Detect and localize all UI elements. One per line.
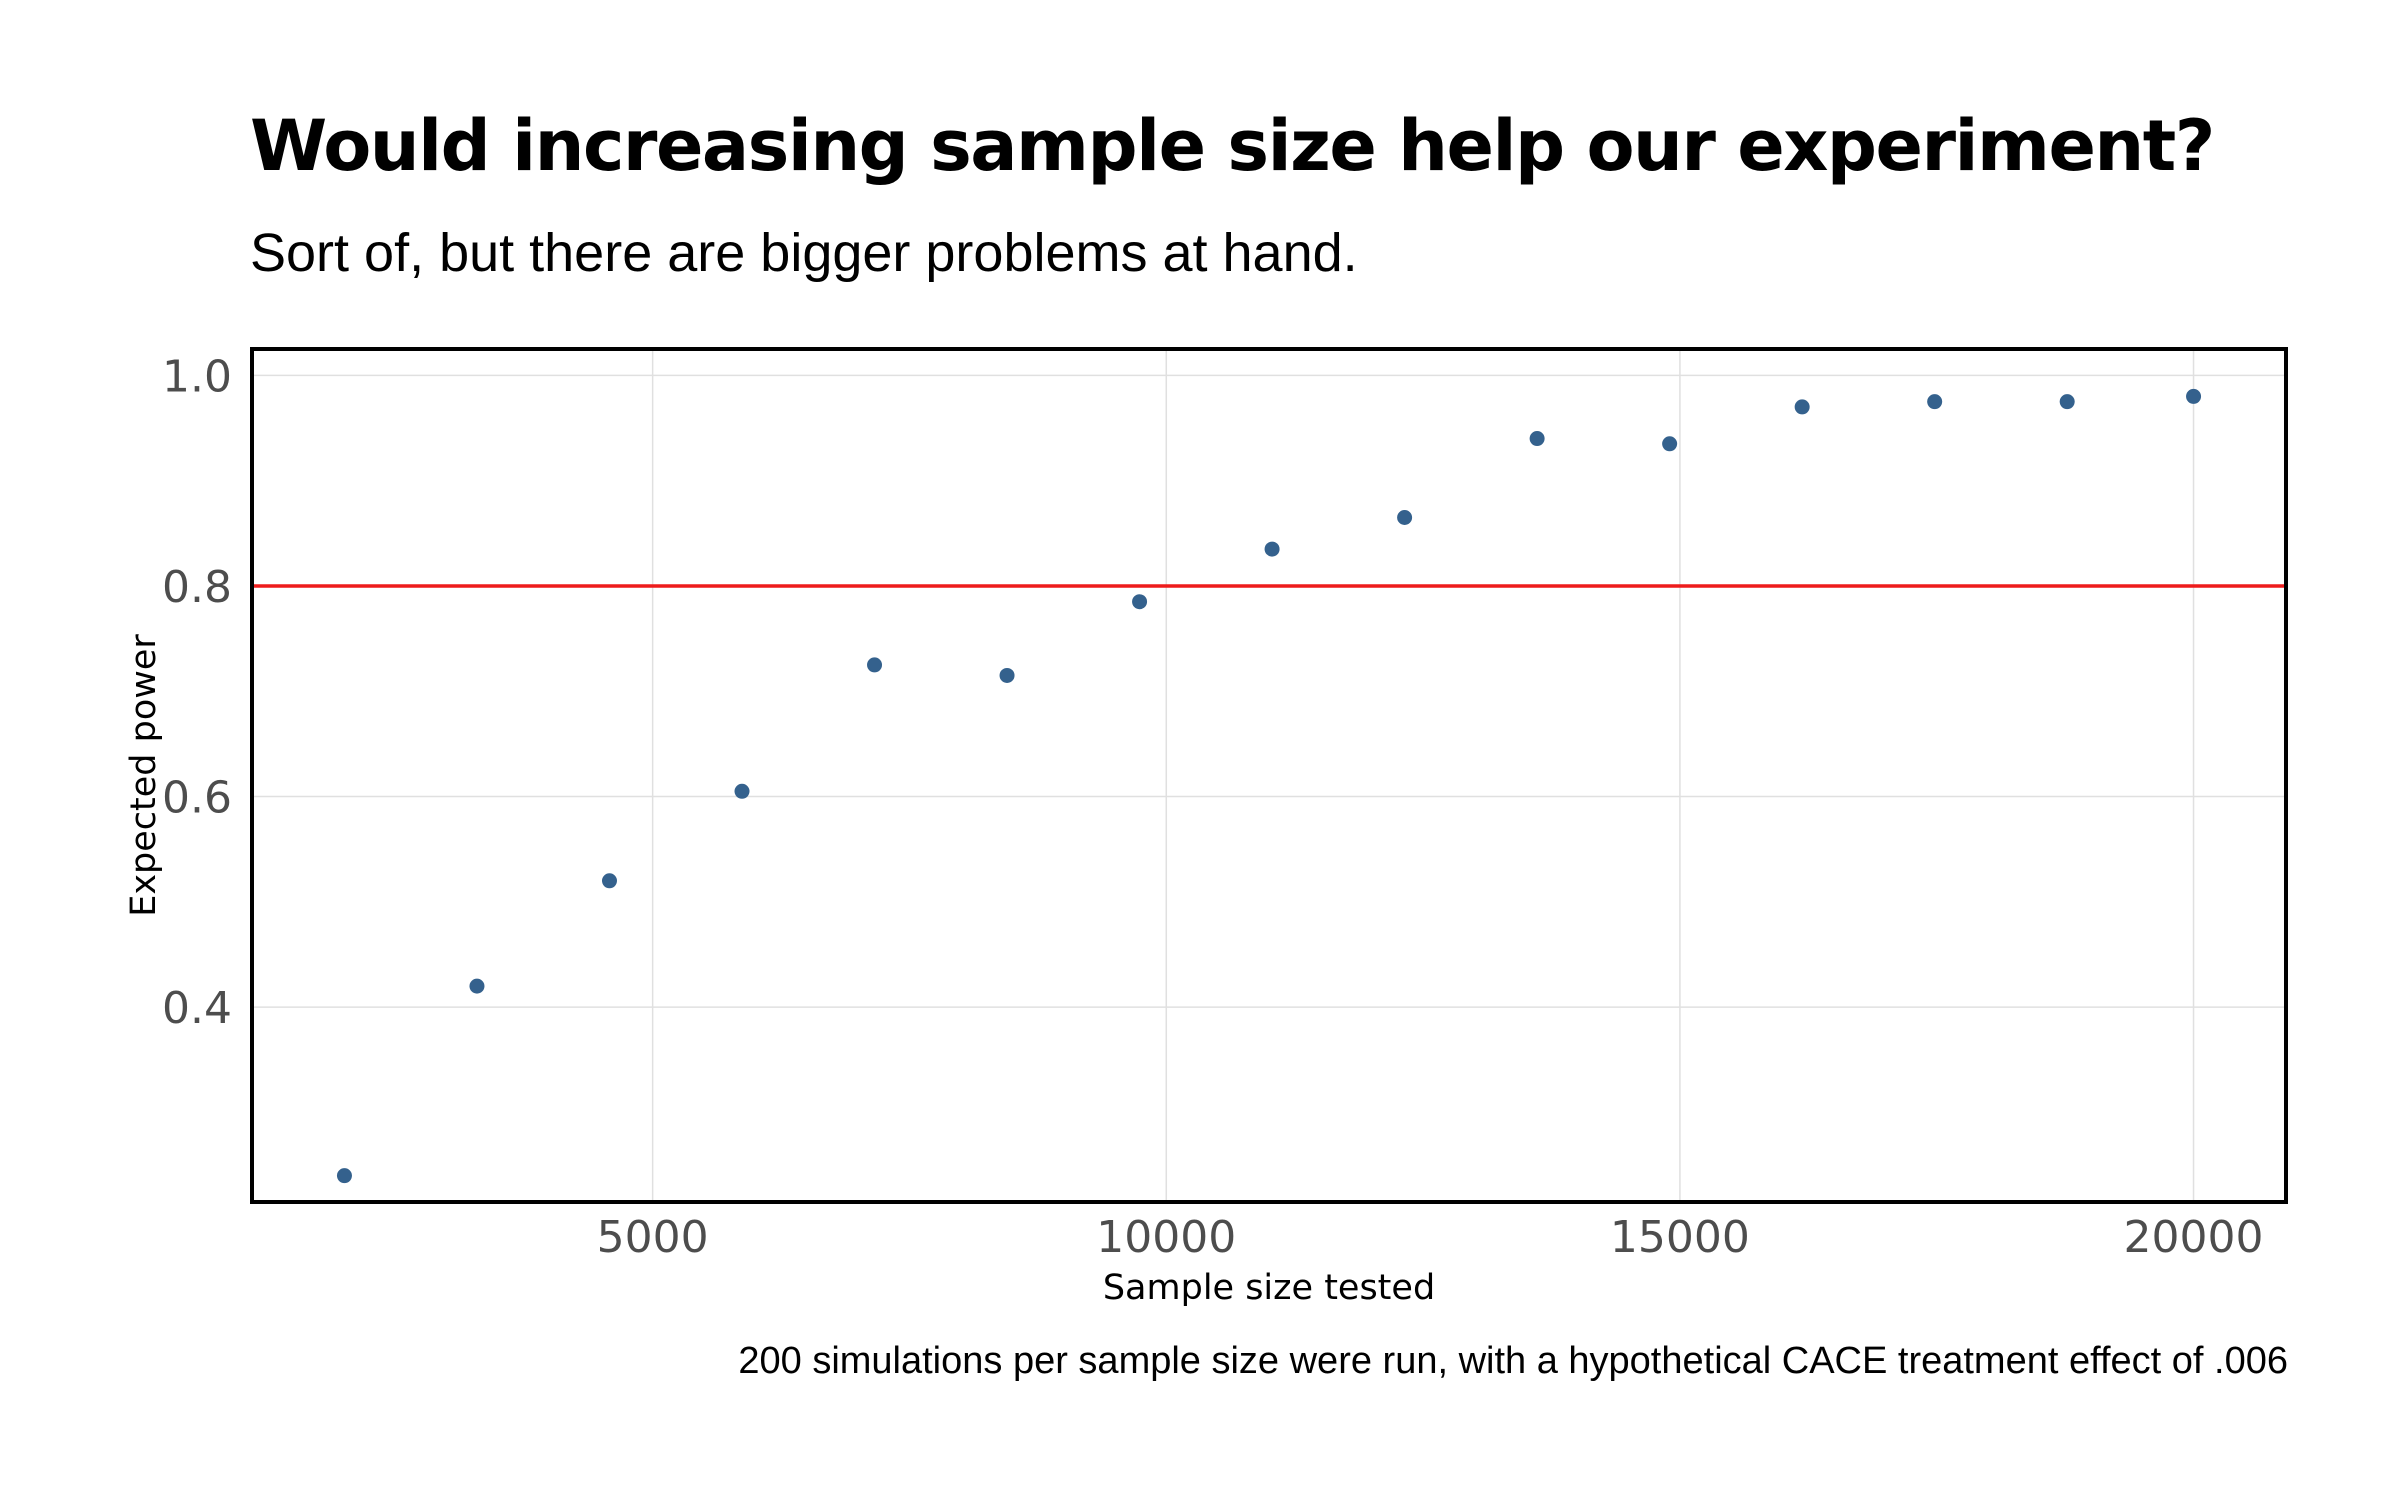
y-tick-labels: 0.4 0.6 0.8 1.0	[162, 351, 232, 1034]
data-point-12	[1927, 394, 1943, 410]
data-point-1	[469, 978, 485, 994]
chart-title: Would increasing sample size help our ex…	[250, 105, 2215, 187]
data-points	[336, 388, 2202, 1184]
data-point-2	[601, 873, 617, 889]
y-tick-label-1: 0.6	[162, 773, 232, 824]
data-point-3	[734, 783, 750, 799]
x-axis-label: Sample size tested	[1103, 1268, 1435, 1308]
x-tick-label-0: 5000	[597, 1212, 709, 1263]
chart-subtitle: Sort of, but there are bigger problems a…	[250, 223, 1358, 283]
chart-caption: 200 simulations per sample size were run…	[738, 1340, 2288, 1382]
y-tick-label-3: 1.0	[162, 351, 232, 402]
x-tick-labels: 5000 10000 15000 20000	[597, 1212, 2264, 1263]
data-point-8	[1397, 509, 1413, 525]
data-point-10	[1662, 436, 1678, 452]
data-point-0	[336, 1168, 352, 1184]
data-point-5	[999, 667, 1015, 683]
x-tick-label-2: 15000	[1610, 1212, 1750, 1263]
data-point-4	[867, 657, 883, 673]
data-point-13	[2059, 394, 2075, 410]
x-tick-label-3: 20000	[2124, 1212, 2264, 1263]
grid-lines	[252, 349, 2286, 1202]
plot-frame	[250, 347, 2288, 1204]
data-point-6	[1132, 594, 1148, 610]
x-tick-label-1: 10000	[1096, 1212, 1236, 1263]
data-point-9	[1529, 431, 1545, 447]
data-point-14	[2186, 388, 2202, 404]
y-tick-label-0: 0.4	[162, 983, 232, 1034]
y-axis-label: Expected power	[124, 634, 164, 917]
data-point-7	[1264, 541, 1280, 557]
data-point-11	[1794, 399, 1810, 415]
y-tick-label-2: 0.8	[162, 562, 232, 613]
